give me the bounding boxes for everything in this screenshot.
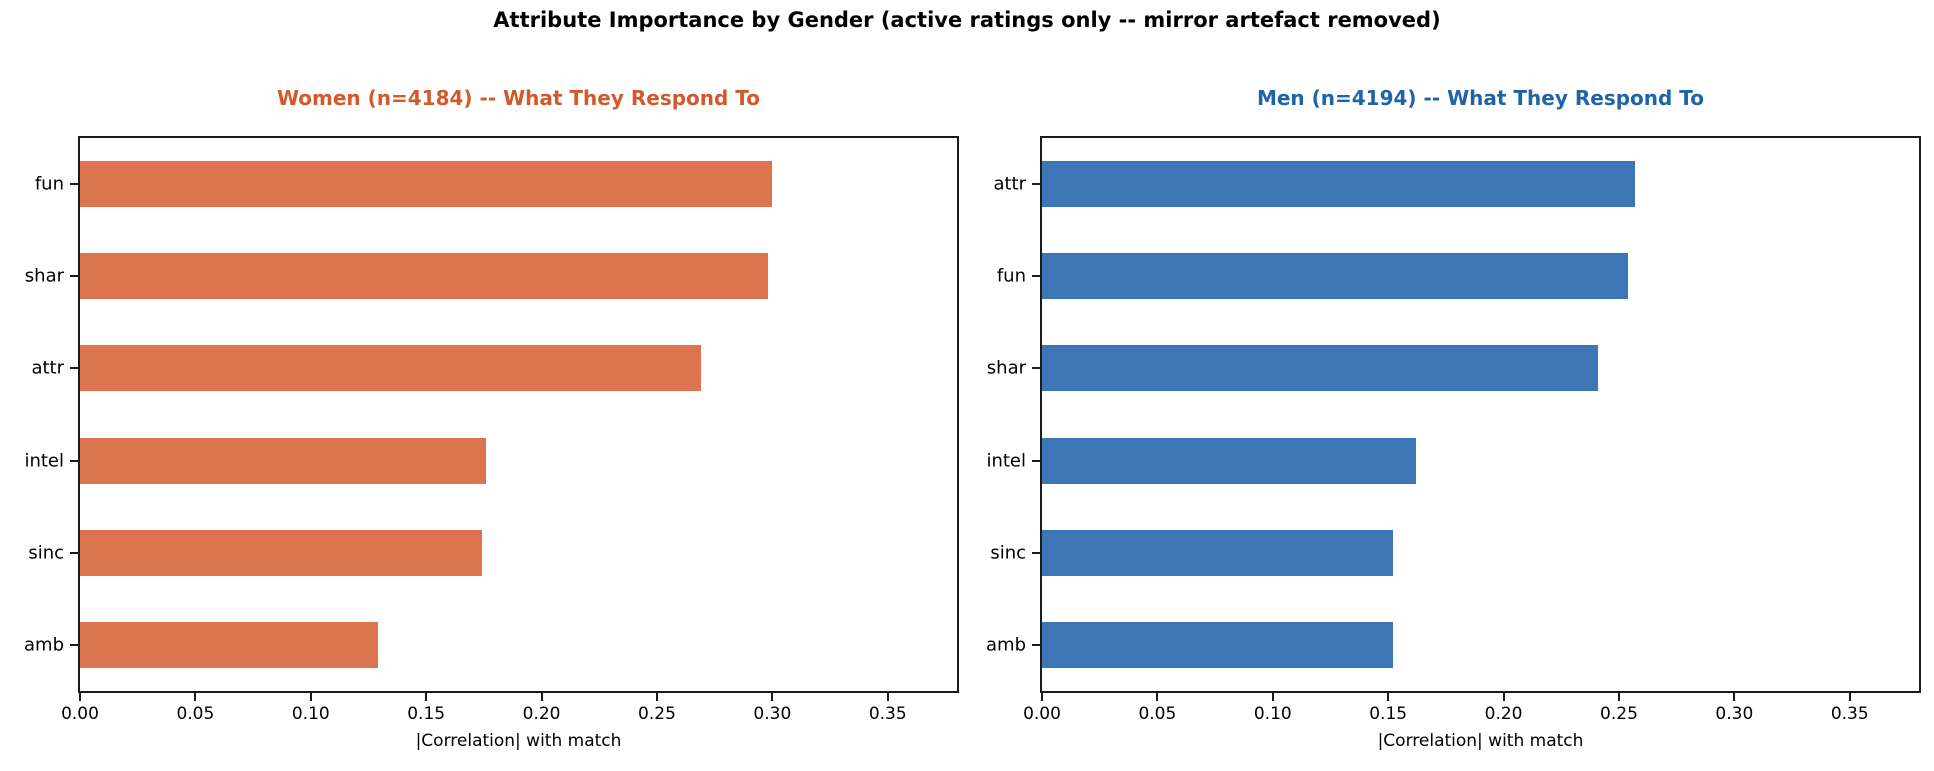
y-tick-label-shar: shar <box>24 265 64 287</box>
bar-attr <box>80 345 701 392</box>
y-tick-label-attr: attr <box>993 173 1026 195</box>
bar-attr <box>1042 161 1636 208</box>
x-tick-mark <box>1387 693 1390 701</box>
y-tick-mark <box>70 367 78 370</box>
y-tick-label-amb: amb <box>986 634 1026 656</box>
x-tick-mark <box>886 693 889 701</box>
women-chart-title: Women (n=4184) -- What They Respond To <box>276 86 761 110</box>
x-tick-mark <box>309 693 312 701</box>
x-tick-label-0.00: 0.00 <box>1023 704 1061 724</box>
x-tick-label-0.10: 0.10 <box>291 704 330 724</box>
x-tick-mark <box>1271 693 1274 701</box>
x-tick-label-0.25: 0.25 <box>1600 704 1638 724</box>
x-tick-mark <box>194 693 197 701</box>
x-tick-label-0.20: 0.20 <box>1484 704 1523 724</box>
y-tick-mark <box>70 183 78 186</box>
x-tick-mark <box>655 693 658 701</box>
y-tick-mark <box>70 551 78 554</box>
men-chart-title: Men (n=4194) -- What They Respond To <box>1256 86 1705 110</box>
men-chart-axes: Men (n=4194) -- What They Respond To att… <box>986 86 1921 751</box>
y-tick-mark <box>70 275 78 278</box>
bar-fun <box>1042 253 1629 300</box>
x-tick-label-0.30: 0.30 <box>753 704 792 724</box>
y-tick-mark <box>70 643 78 646</box>
bar-shar <box>80 253 768 300</box>
bar-amb <box>80 621 378 668</box>
x-tick-mark <box>1848 693 1851 701</box>
x-tick-label-0.20: 0.20 <box>522 704 561 724</box>
x-tick-label-0.00: 0.00 <box>61 704 99 724</box>
y-tick-mark <box>1032 275 1040 278</box>
men-chart-xaxis-label: |Correlation| with match <box>1377 731 1584 751</box>
y-tick-label-sinc: sinc <box>28 542 64 564</box>
bar-sinc <box>1042 529 1393 576</box>
y-tick-label-amb: amb <box>24 634 64 656</box>
y-tick-label-attr: attr <box>31 357 64 379</box>
y-tick-mark <box>1032 459 1040 462</box>
figure-title: Attribute Importance by Gender (active r… <box>493 8 1441 32</box>
x-tick-label-0.35: 0.35 <box>1830 704 1869 724</box>
x-tick-mark <box>1156 693 1159 701</box>
women-chart-xaxis-label: |Correlation| with match <box>415 731 622 751</box>
bar-sinc <box>80 529 482 576</box>
x-tick-mark <box>1617 693 1620 701</box>
y-tick-mark <box>1032 183 1040 186</box>
x-tick-label-0.15: 0.15 <box>1369 704 1408 724</box>
x-tick-mark <box>1733 693 1736 701</box>
x-tick-mark <box>1041 693 1043 701</box>
bar-intel <box>80 437 487 484</box>
x-tick-mark <box>79 693 81 701</box>
y-tick-label-shar: shar <box>986 357 1026 379</box>
bar-amb <box>1042 621 1393 668</box>
y-tick-mark <box>70 459 78 462</box>
x-tick-label-0.25: 0.25 <box>638 704 676 724</box>
women-chart-axes: Women (n=4184) -- What They Respond To f… <box>24 86 959 751</box>
x-tick-label-0.15: 0.15 <box>407 704 446 724</box>
y-tick-label-intel: intel <box>986 450 1026 472</box>
x-tick-mark <box>540 693 543 701</box>
bar-shar <box>1042 345 1599 392</box>
bar-fun <box>80 161 773 208</box>
x-tick-mark <box>425 693 428 701</box>
x-tick-label-0.35: 0.35 <box>868 704 907 724</box>
y-tick-label-fun: fun <box>34 173 64 195</box>
y-tick-mark <box>1032 367 1040 370</box>
x-tick-label-0.05: 0.05 <box>1138 704 1177 724</box>
x-tick-label-0.05: 0.05 <box>176 704 215 724</box>
x-tick-mark <box>771 693 774 701</box>
x-tick-label-0.30: 0.30 <box>1715 704 1754 724</box>
y-tick-mark <box>1032 643 1040 646</box>
bar-intel <box>1042 437 1416 484</box>
x-tick-label-0.10: 0.10 <box>1253 704 1292 724</box>
x-tick-mark <box>1502 693 1505 701</box>
y-tick-label-intel: intel <box>24 450 64 472</box>
y-tick-label-sinc: sinc <box>990 542 1026 564</box>
y-tick-mark <box>1032 551 1040 554</box>
y-tick-label-fun: fun <box>996 265 1026 287</box>
